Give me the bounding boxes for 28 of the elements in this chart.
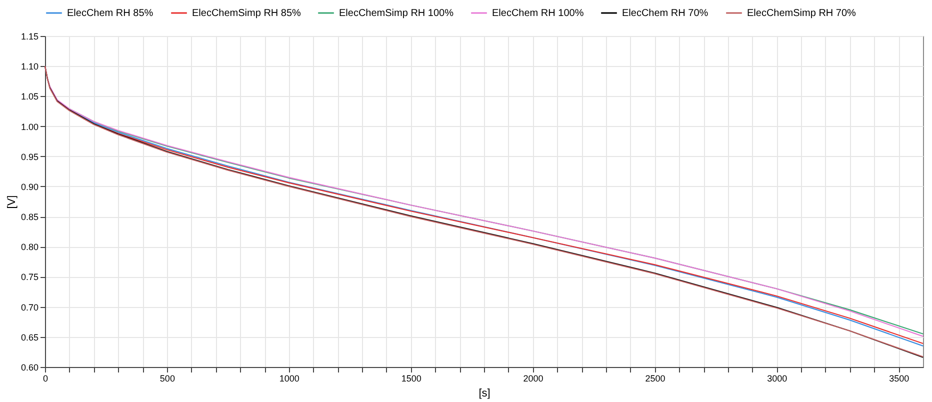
- y-tick-label: 0.65: [20, 332, 38, 342]
- y-tick-label: 0.90: [20, 182, 38, 192]
- y-tick-label: 1.15: [20, 32, 38, 42]
- y-tick-label: 0.95: [20, 152, 38, 162]
- y-tick-label: 0.70: [20, 302, 38, 312]
- legend-label: ElecChem RH 85%: [67, 8, 154, 19]
- x-axis-title: [s]: [478, 388, 490, 400]
- x-tick-label: 0: [42, 374, 48, 384]
- legend-label: ElecChemSimp RH 70%: [747, 8, 856, 19]
- x-tick-label: 1500: [401, 374, 422, 384]
- y-tick-label: 1.10: [20, 62, 38, 72]
- x-tick-label: 3000: [767, 374, 788, 384]
- x-tick-label: 1000: [279, 374, 300, 384]
- legend-label: ElecChem RH 100%: [492, 8, 584, 19]
- legend-label: ElecChemSimp RH 100%: [339, 8, 454, 19]
- y-tick-label: 0.75: [20, 272, 38, 282]
- y-tick-label: 0.80: [20, 242, 38, 252]
- y-tick-label: 1.00: [20, 122, 38, 132]
- x-tick-label: 2000: [523, 374, 544, 384]
- x-tick-label: 500: [160, 374, 175, 384]
- y-tick-label: 0.85: [20, 212, 38, 222]
- y-axis-title: [V]: [6, 195, 18, 209]
- x-tick-label: 3500: [889, 374, 910, 384]
- legend-label: ElecChemSimp RH 85%: [192, 8, 302, 19]
- y-tick-label: 1.05: [20, 92, 38, 102]
- legend-label: ElecChem RH 70%: [622, 8, 708, 19]
- x-tick-label: 2500: [645, 374, 666, 384]
- y-tick-label: 0.60: [20, 362, 38, 372]
